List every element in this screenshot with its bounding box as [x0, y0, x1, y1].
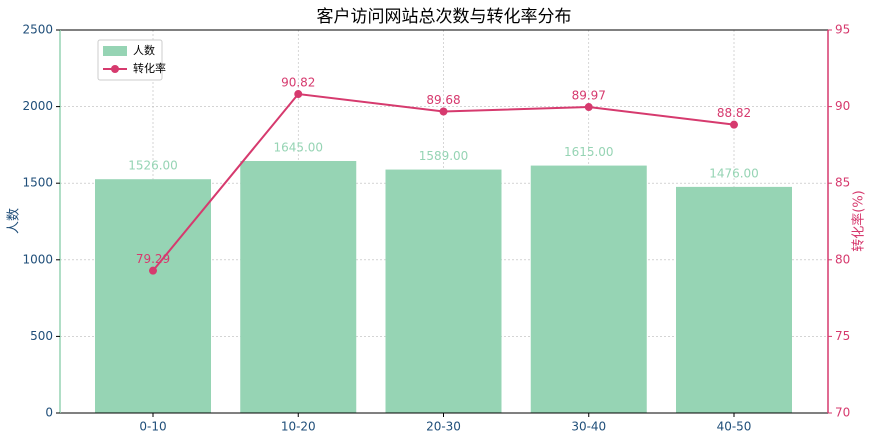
data-label: 1615.00: [564, 145, 614, 159]
data-label: 89.68: [426, 93, 460, 107]
data-label: 79.29: [136, 252, 170, 266]
y2-tick-label: 85: [835, 176, 850, 190]
point: [439, 107, 448, 116]
point: [730, 120, 738, 129]
y-axis-label: 人数: [7, 208, 22, 234]
chart-title: 客户访问网站总次数与转化率分布: [317, 7, 572, 27]
y-tick-label: 0: [45, 406, 53, 420]
point: [149, 266, 157, 275]
y-tick-label: 2500: [22, 23, 53, 37]
point: [584, 103, 593, 112]
bar: [530, 165, 647, 413]
legend-marker: [111, 65, 119, 73]
y-tick-label: 2000: [22, 99, 53, 113]
bar: [95, 179, 211, 413]
x-tick-label: 10-20: [281, 420, 316, 434]
x-tick-label: 20-30: [426, 420, 461, 434]
y-tick-label: 1000: [22, 252, 53, 266]
legend-label: 转化率: [133, 61, 166, 75]
x-tick-label: 30-40: [571, 420, 606, 434]
y2-tick-label: 75: [835, 329, 850, 343]
data-label: 1645.00: [273, 140, 323, 154]
data-label: 1526.00: [128, 159, 178, 173]
data-label: 1476.00: [709, 166, 759, 180]
data-label: 88.82: [717, 106, 751, 120]
bar: [385, 169, 502, 413]
bar: [240, 160, 357, 413]
data-label: 89.97: [572, 89, 606, 103]
y2-axis-label: 转化率(%): [851, 190, 867, 252]
legend-swatch: [103, 46, 127, 56]
x-tick-label: 40-50: [717, 420, 752, 434]
data-label: 1589.00: [419, 149, 469, 163]
bar: [676, 186, 792, 413]
y2-tick-label: 95: [835, 23, 850, 37]
y-tick-label: 500: [30, 329, 53, 343]
point: [294, 90, 303, 99]
x-tick-label: 0-10: [139, 420, 166, 434]
y2-tick-label: 80: [835, 252, 850, 266]
y2-tick-label: 90: [835, 99, 850, 113]
y-tick-label: 1500: [22, 176, 53, 190]
data-label: 90.82: [281, 76, 315, 90]
y2-tick-label: 70: [835, 406, 850, 420]
legend-label: 人数: [133, 44, 155, 57]
